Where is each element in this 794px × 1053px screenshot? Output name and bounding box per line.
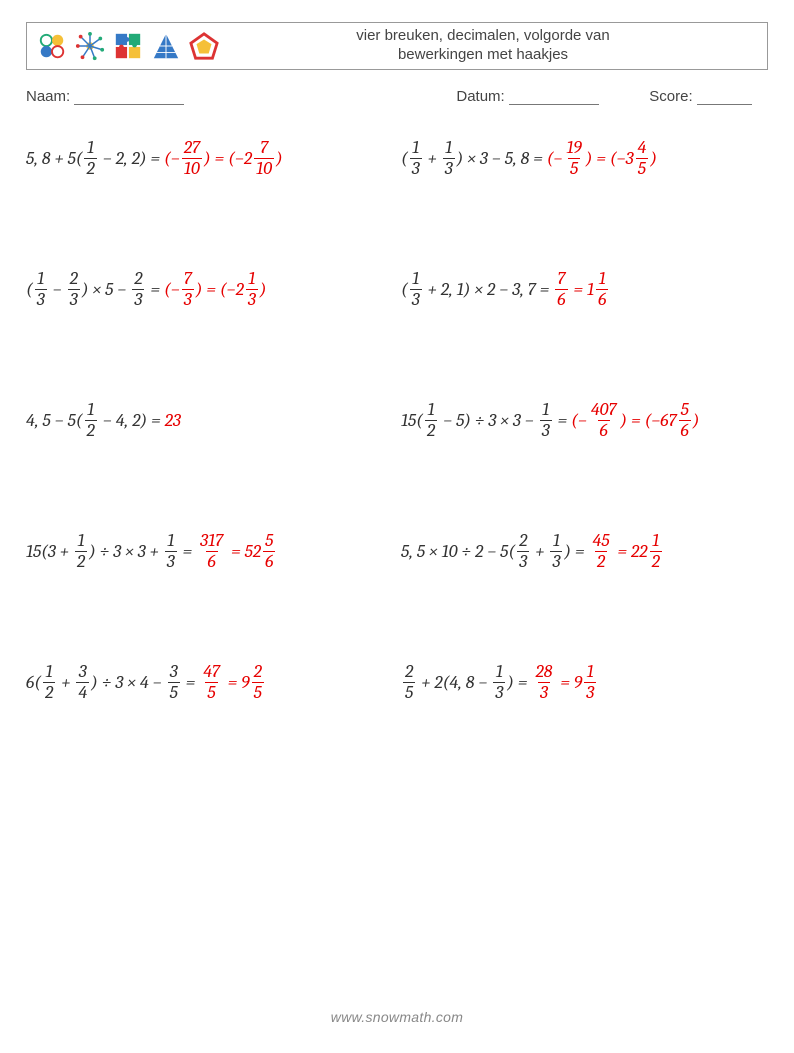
hub-icon	[75, 31, 105, 61]
problem-cell: 6(12 + 34) ÷ 3 × 4 − 35 = 475 = 925	[26, 663, 397, 702]
problem-row: 5, 8 + 5(12 − 2, 2) = (−2710) = (−2710)(…	[26, 139, 768, 178]
score-blank[interactable]	[697, 91, 752, 105]
circles-icon	[37, 31, 67, 61]
problems-grid: 5, 8 + 5(12 − 2, 2) = (−2710) = (−2710)(…	[26, 139, 768, 702]
problem-cell: 15(12 − 5) ÷ 3 × 3 − 13 = (−4076) = (−67…	[397, 401, 768, 440]
problem-cell: 5, 8 + 5(12 − 2, 2) = (−2710) = (−2710)	[26, 139, 397, 178]
problem-cell: (13 + 13) × 3 − 5, 8 = (−195) = (−345)	[397, 139, 768, 178]
problem-cell: 5, 5 × 10 ÷ 2 − 5(23 + 13) = 452 = 2212	[397, 532, 768, 571]
problem-row: 6(12 + 34) ÷ 3 × 4 − 35 = 475 = 92525 + …	[26, 663, 768, 702]
score-label: Score:	[649, 88, 692, 105]
triangle-icon	[151, 31, 181, 61]
score-field: Score:	[649, 88, 768, 105]
problem-row: 4, 5 − 5(12 − 4, 2) = 2315(12 − 5) ÷ 3 ×…	[26, 401, 768, 440]
name-blank[interactable]	[74, 91, 184, 105]
worksheet-title: vier breuken, decimalen, volgorde van be…	[219, 27, 757, 65]
name-field: Naam:	[26, 88, 456, 105]
problem-row: 15(3 + 12) ÷ 3 × 3 + 13 = 3176 = 52565, …	[26, 532, 768, 571]
header-icons	[37, 31, 219, 61]
problem-cell: 15(3 + 12) ÷ 3 × 3 + 13 = 3176 = 5256	[26, 532, 397, 571]
title-line1: vier breuken, decimalen, volgorde van	[219, 27, 747, 46]
title-line2: bewerkingen met haakjes	[219, 46, 747, 65]
problem-cell: 25 + 2(4, 8 − 13) = 283 = 913	[397, 663, 768, 702]
footer: www.snowmath.com	[0, 1009, 794, 1025]
problem-row: (13 − 23) × 5 − 23 = (−73) = (−213)(13 +…	[26, 270, 768, 309]
puzzle-icon	[113, 31, 143, 61]
header-box: vier breuken, decimalen, volgorde van be…	[26, 22, 768, 70]
date-field: Datum:	[456, 88, 649, 105]
problem-cell: (13 + 2, 1) × 2 − 3, 7 = 76 = 116	[397, 270, 768, 309]
meta-row: Naam: Datum: Score:	[26, 88, 768, 105]
name-label: Naam:	[26, 88, 70, 105]
footer-text: www.snowmath.com	[331, 1009, 463, 1025]
problem-cell: 4, 5 − 5(12 − 4, 2) = 23	[26, 401, 397, 440]
date-blank[interactable]	[509, 91, 599, 105]
pentagon-icon	[189, 31, 219, 61]
date-label: Datum:	[456, 88, 504, 105]
problem-cell: (13 − 23) × 5 − 23 = (−73) = (−213)	[26, 270, 397, 309]
